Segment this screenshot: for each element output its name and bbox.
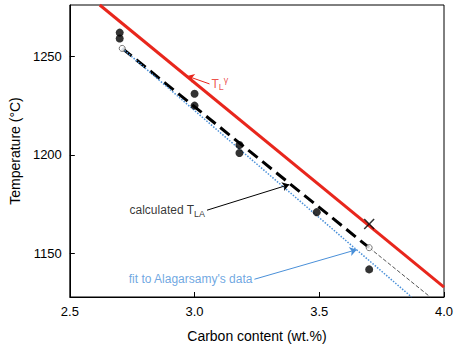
svg-text:2.5: 2.5 [61, 304, 79, 319]
svg-text:Carbon content (wt.%): Carbon content (wt.%) [187, 328, 326, 344]
svg-text:1150: 1150 [34, 246, 62, 261]
svg-text:calculated T: calculated T [130, 203, 195, 217]
svg-text:1200: 1200 [33, 147, 62, 162]
svg-text:1250: 1250 [33, 49, 62, 64]
svg-text:3.0: 3.0 [186, 304, 204, 319]
svg-text:fit to Alagarsamy's data: fit to Alagarsamy's data [129, 272, 253, 286]
html-text:TL: TL [211, 76, 224, 93]
svg-text:γ: γ [224, 75, 229, 85]
svg-text:LA: LA [194, 209, 205, 219]
svg-text:4.0: 4.0 [435, 304, 453, 319]
svg-text:Temperature (°C): Temperature (°C) [7, 97, 23, 205]
svg-text:3.5: 3.5 [310, 304, 328, 319]
